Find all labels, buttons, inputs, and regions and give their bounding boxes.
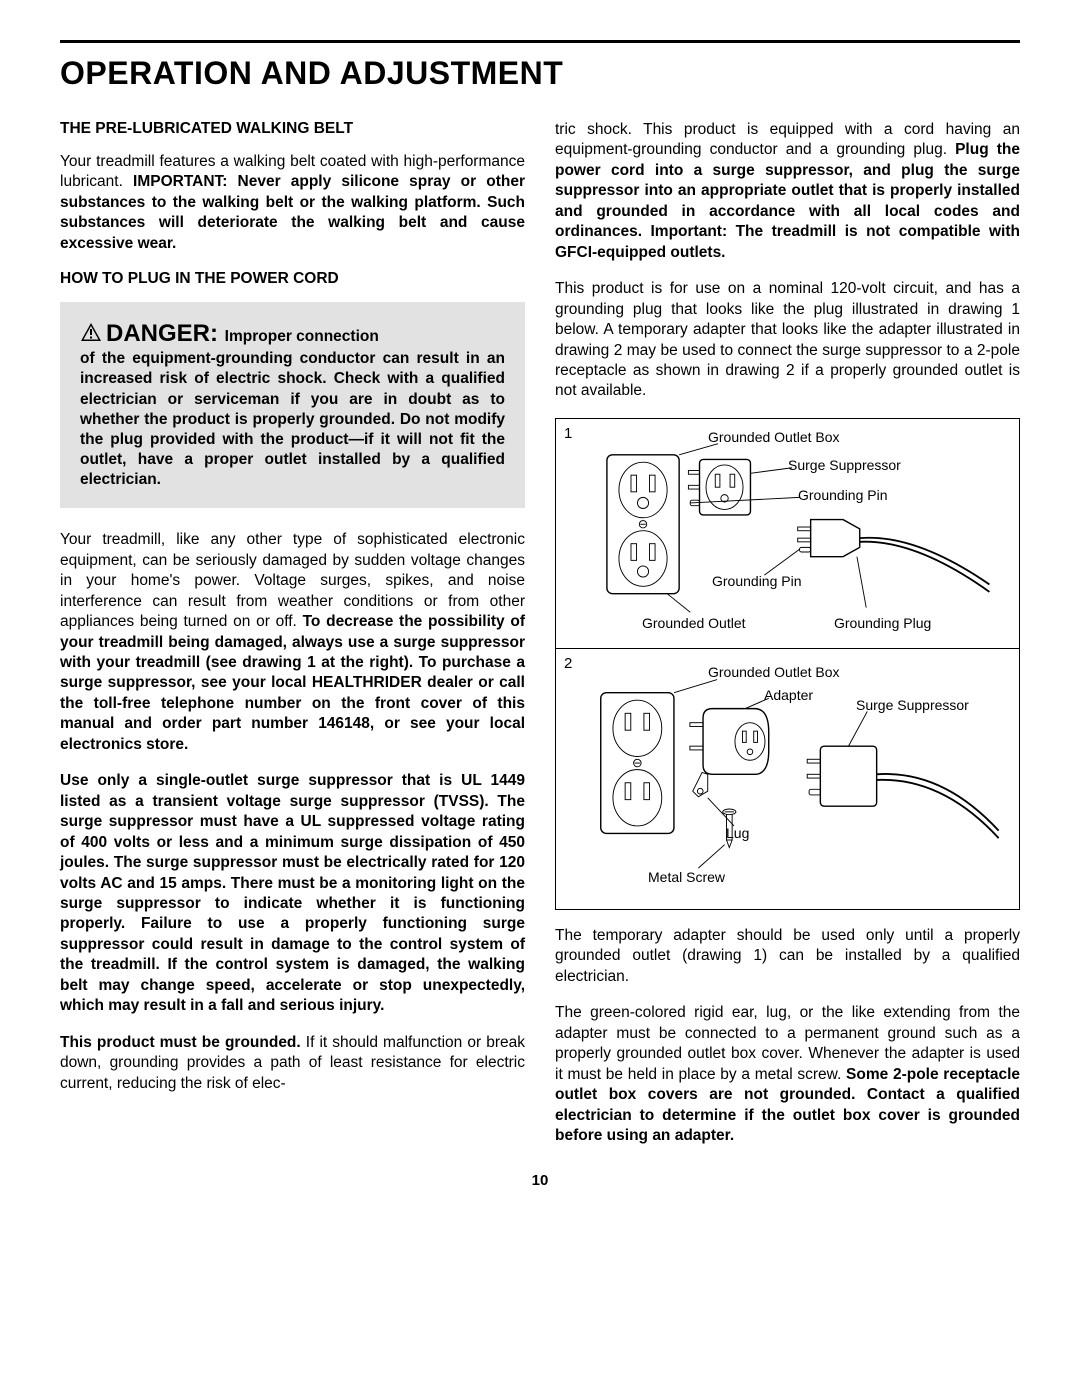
label-grounded-outlet-box: Grounded Outlet Box [708, 429, 840, 445]
danger-first-line: Improper connection [225, 328, 379, 345]
label-metal-screw: Metal Screw [648, 869, 725, 885]
para-green-lug: The green-colored rigid ear, lug, or the… [555, 1003, 1020, 1146]
label-adapter: Adapter [764, 687, 813, 703]
diagram-2: 2 [556, 649, 1019, 909]
para-tric-shock: tric shock. This product is equipped wit… [555, 120, 1020, 263]
para-surge-specs: Use only a single-outlet surge suppresso… [60, 771, 525, 1016]
label-grounding-plug: Grounding Plug [834, 615, 931, 631]
para-temp-adapter: The temporary adapter should be used onl… [555, 926, 1020, 987]
label-surge-suppressor: Surge Suppressor [788, 457, 901, 473]
warning-icon [80, 321, 102, 349]
label-grounding-pin-2: Grounding Pin [712, 573, 802, 589]
text-bold: This product must be grounded. [60, 1034, 301, 1051]
two-column-layout: THE PRE-LUBRICATED WALKING BELT Your tre… [60, 120, 1020, 1146]
label-lug: Lug [726, 825, 749, 841]
diagram-container: 1 [555, 418, 1020, 910]
label-surge-suppressor-2: Surge Suppressor [856, 697, 969, 713]
diagram-2-number: 2 [564, 655, 572, 672]
subhead-power-cord: HOW TO PLUG IN THE POWER CORD [60, 270, 525, 288]
para-walking-belt: Your treadmill features a walking belt c… [60, 152, 525, 254]
danger-heading: DANGER: [80, 320, 225, 347]
right-column: tric shock. This product is equipped wit… [555, 120, 1020, 1146]
page-number: 10 [60, 1172, 1020, 1189]
page-title: OPERATION AND ADJUSTMENT [60, 55, 1020, 92]
danger-word: DANGER: [106, 320, 218, 347]
left-column: THE PRE-LUBRICATED WALKING BELT Your tre… [60, 120, 525, 1146]
label-grounded-outlet-box-2: Grounded Outlet Box [708, 664, 840, 680]
diagram-1-number: 1 [564, 425, 572, 442]
label-grounded-outlet: Grounded Outlet [642, 615, 746, 631]
para-120v: This product is for use on a nominal 120… [555, 279, 1020, 402]
subhead-walking-belt: THE PRE-LUBRICATED WALKING BELT [60, 120, 525, 138]
text-plain: tric shock. This product is equipped wit… [555, 121, 1020, 158]
danger-rest: of the equipment-grounding conductor can… [80, 349, 505, 490]
para-surge-intro: Your treadmill, like any other type of s… [60, 530, 525, 755]
text-bold: To decrease the possibility of your trea… [60, 613, 525, 753]
para-grounding: This product must be grounded. If it sho… [60, 1033, 525, 1094]
diagram-1: 1 [556, 419, 1019, 649]
top-rule [60, 40, 1020, 43]
label-grounding-pin-1: Grounding Pin [798, 487, 888, 503]
text-bold: Plug the power cord into a surge suppres… [555, 141, 1020, 260]
danger-box: DANGER: Improper connection of the equip… [60, 302, 525, 508]
